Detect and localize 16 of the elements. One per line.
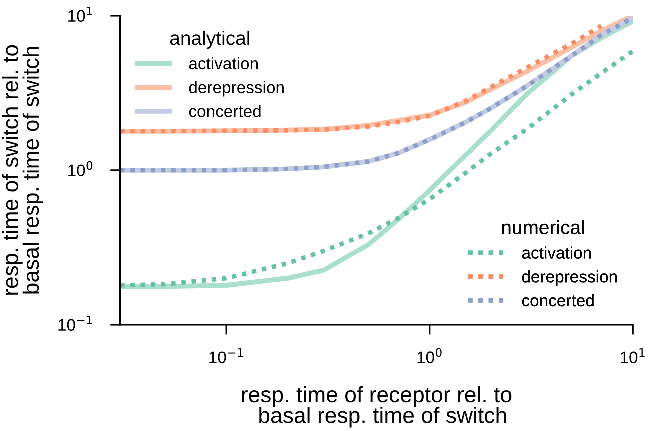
y-tick-label: 10$^{−1}$	[58, 316, 92, 332]
x-axis-title: resp. time of receptor rel. to basal resp. time of switch	[242, 386, 512, 428]
legend-label: derepression	[189, 81, 284, 97]
x-tick-label: 10$^{1}$	[621, 348, 645, 364]
y-tick-label: 10$^{0}$	[68, 161, 93, 177]
text: analytical	[170, 30, 250, 50]
legend-label: concerted	[522, 294, 594, 307]
legend-label: activation	[189, 57, 258, 70]
legend-label: derepression	[522, 270, 617, 286]
legend-label: activation	[522, 246, 592, 259]
x-tick-label: 10$^{0}$	[418, 348, 442, 364]
y-axis-title: resp. time of switch rel. to basal resp. time of switch	[2, 45, 44, 295]
legend-label: concerted	[189, 105, 261, 118]
y-tick-label: 10$^{1}$	[68, 6, 92, 22]
x-tick-label: 10$^{−1}$	[210, 348, 244, 364]
text: numerical	[502, 220, 584, 235]
